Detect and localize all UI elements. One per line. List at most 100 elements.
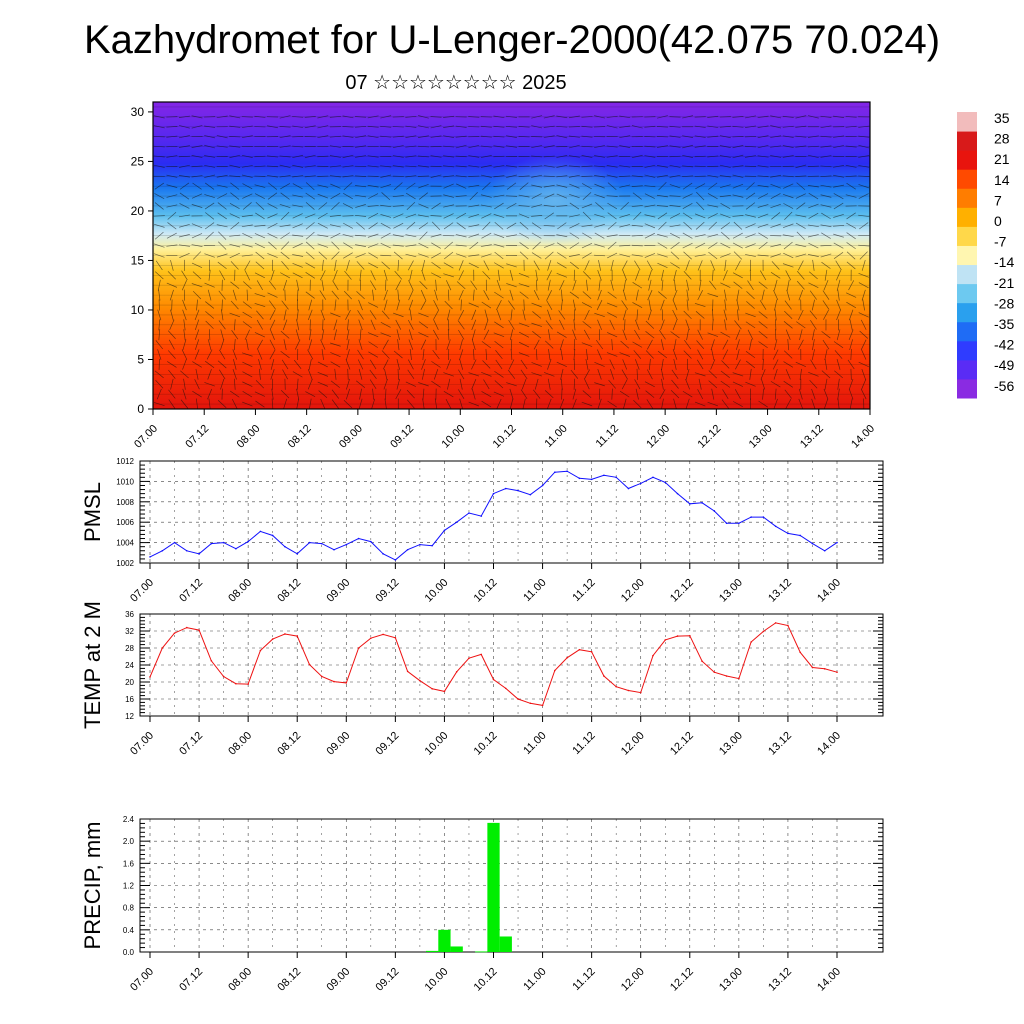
xtick-label: 11.12	[570, 966, 597, 993]
wind-barb	[770, 272, 781, 279]
wind-barb	[447, 289, 450, 301]
wind-barb	[254, 224, 266, 227]
wind-barb	[357, 359, 364, 370]
wind-barb	[405, 253, 417, 258]
wind-barb	[358, 299, 363, 311]
wind-barb	[271, 388, 274, 400]
wind-barb	[809, 379, 818, 389]
profile-xtick-label: 12.00	[644, 423, 672, 451]
wind-barb	[217, 261, 227, 270]
wind-barb	[719, 145, 731, 148]
wind-barb	[569, 202, 580, 210]
colorbar-swatch	[957, 112, 977, 132]
xtick-label: 10.12	[472, 577, 500, 605]
wind-barb	[585, 349, 589, 361]
wind-barb	[380, 213, 392, 218]
wind-barb	[861, 349, 867, 360]
wind-barb	[546, 270, 552, 281]
wind-barb	[568, 214, 580, 218]
wind-barb	[584, 309, 590, 321]
wind-barb	[846, 182, 856, 190]
wind-barb	[762, 388, 764, 400]
wind-barb	[421, 259, 426, 271]
wind-barb	[447, 329, 450, 341]
wind-barb	[493, 165, 505, 168]
wind-barb	[758, 232, 768, 239]
temp-point	[762, 630, 765, 633]
wind-barb	[296, 388, 300, 400]
wind-barb	[417, 214, 429, 218]
colorbar-swatch	[957, 150, 977, 170]
wind-barb	[658, 291, 667, 299]
wind-barb	[519, 251, 529, 260]
wind-barb	[258, 368, 261, 380]
wind-barb	[421, 368, 425, 380]
wind-barb	[397, 339, 400, 351]
wind-barb	[607, 202, 618, 210]
wind-barb	[607, 312, 618, 318]
wind-barb	[153, 155, 165, 158]
wind-barb	[820, 253, 832, 258]
wind-barb	[784, 310, 793, 320]
wind-barb	[656, 174, 668, 178]
wind-barb	[682, 165, 694, 168]
wind-barb	[584, 260, 590, 271]
temp-point	[480, 653, 483, 656]
wind-barb	[269, 319, 276, 330]
wind-barb	[218, 290, 226, 300]
wind-barb	[493, 194, 505, 198]
pmsl-point	[443, 529, 446, 532]
wind-barb	[531, 155, 543, 158]
wind-barb	[458, 389, 465, 400]
wind-barb	[443, 194, 455, 198]
wind-barb	[812, 259, 815, 271]
wind-barb	[230, 182, 240, 190]
wind-barb	[216, 224, 228, 228]
wind-barb	[845, 116, 857, 118]
wind-barb	[346, 378, 350, 390]
wind-barb	[405, 165, 417, 168]
wind-barb	[858, 165, 870, 168]
wind-barb	[355, 125, 367, 128]
wind-barb	[582, 321, 592, 329]
wind-barb	[381, 350, 390, 359]
wind-barb	[369, 359, 377, 370]
wind-barb	[333, 270, 338, 281]
wind-barb	[191, 244, 203, 247]
wind-barb	[807, 165, 819, 168]
wind-barb	[280, 183, 291, 190]
wind-barb	[597, 270, 602, 281]
temp-point	[750, 641, 752, 643]
wind-barb	[244, 260, 251, 271]
wind-barb	[207, 339, 212, 351]
wind-barb	[493, 175, 505, 178]
wind-barb	[242, 352, 253, 357]
wind-barb	[167, 271, 176, 280]
wind-barb	[631, 244, 643, 247]
wind-barb	[695, 242, 706, 249]
wind-barb	[241, 224, 253, 228]
wind-barb	[808, 192, 819, 200]
wind-barb	[660, 299, 665, 311]
wind-barb	[594, 193, 605, 199]
wind-barb	[820, 224, 832, 228]
wind-barb	[521, 378, 527, 390]
wind-barb	[180, 399, 189, 409]
temp-point	[149, 676, 151, 678]
wind-barb	[682, 115, 694, 119]
wind-barb	[798, 289, 804, 301]
wind-barb	[581, 155, 593, 158]
wind-barb	[531, 193, 542, 199]
wind-barb	[834, 370, 843, 379]
wind-barb	[419, 281, 428, 290]
wind-barb	[619, 184, 631, 188]
wind-barb	[744, 165, 757, 167]
wind-barb	[334, 259, 337, 271]
wind-barb	[631, 175, 643, 178]
wind-barb	[673, 339, 677, 351]
wind-barb	[848, 388, 854, 400]
wind-barb	[267, 253, 278, 258]
wind-barb	[483, 329, 490, 340]
wind-barb	[330, 312, 341, 318]
wind-barb	[646, 260, 653, 271]
